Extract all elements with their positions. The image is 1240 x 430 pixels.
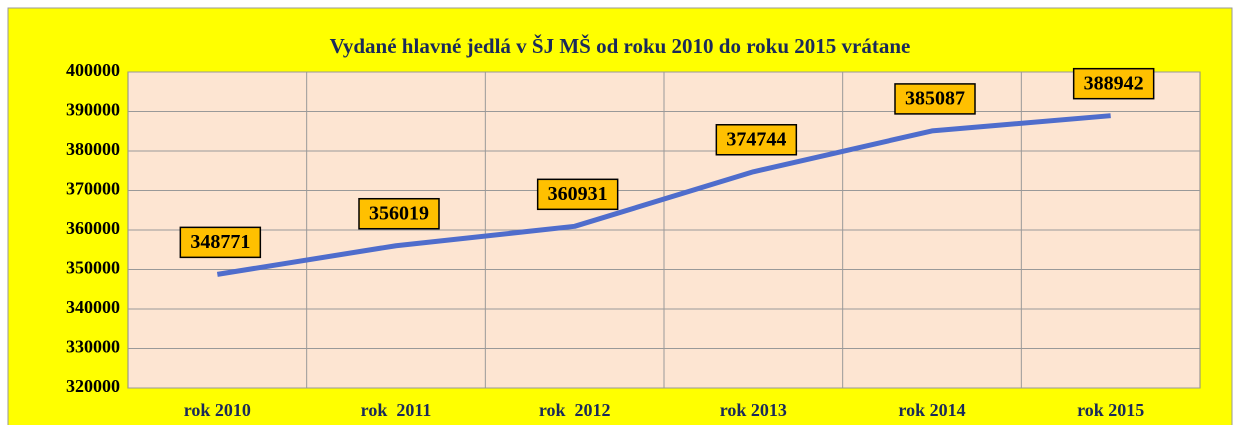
data-label-box [894, 83, 976, 115]
y-tick-label: 370000 [66, 179, 120, 199]
y-tick-label: 360000 [66, 218, 120, 238]
y-tick-label: 350000 [66, 258, 120, 278]
x-tick-label: rok 2012 [539, 400, 611, 420]
data-label-box [179, 226, 262, 259]
y-tick-label: 400000 [66, 60, 120, 80]
x-tick-label: rok 2014 [898, 400, 965, 420]
x-tick-label: rok 2010 [184, 400, 251, 420]
data-label-box [1072, 67, 1155, 100]
data-label: 360931 [548, 183, 608, 205]
data-label: 348771 [190, 231, 250, 253]
data-label: 385087 [905, 88, 965, 110]
data-label-box [536, 178, 619, 211]
y-tick-label: 380000 [66, 139, 120, 159]
y-tick-label: 330000 [66, 337, 120, 357]
data-label: 374744 [726, 128, 786, 150]
y-tick-label: 390000 [66, 100, 120, 120]
x-tick-label: rok 2013 [720, 400, 787, 420]
data-label-box [358, 197, 440, 230]
chart-title: Vydané hlavné jedlá v ŠJ MŠ od roku 2010… [330, 34, 911, 58]
x-tick-label: rok 2011 [361, 400, 432, 420]
data-line [216, 113, 1111, 277]
x-tick-label: rok 2015 [1077, 400, 1144, 420]
data-label-box [715, 124, 798, 156]
data-label: 388942 [1084, 72, 1144, 94]
y-tick-label: 340000 [66, 297, 120, 317]
y-tick-label: 320000 [66, 376, 120, 396]
data-label: 356019 [369, 202, 429, 224]
